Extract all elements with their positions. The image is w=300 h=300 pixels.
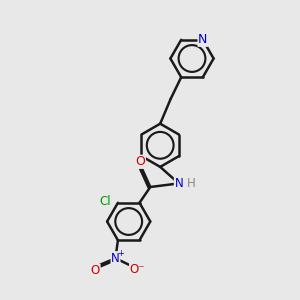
Text: O: O <box>136 155 145 168</box>
Text: O: O <box>91 264 100 277</box>
Text: Cl: Cl <box>100 195 111 208</box>
Text: H: H <box>187 177 196 190</box>
Text: +: + <box>117 249 124 258</box>
Text: N: N <box>198 33 208 46</box>
Text: N: N <box>174 177 183 190</box>
Text: N: N <box>111 252 120 265</box>
Text: O⁻: O⁻ <box>130 263 145 276</box>
